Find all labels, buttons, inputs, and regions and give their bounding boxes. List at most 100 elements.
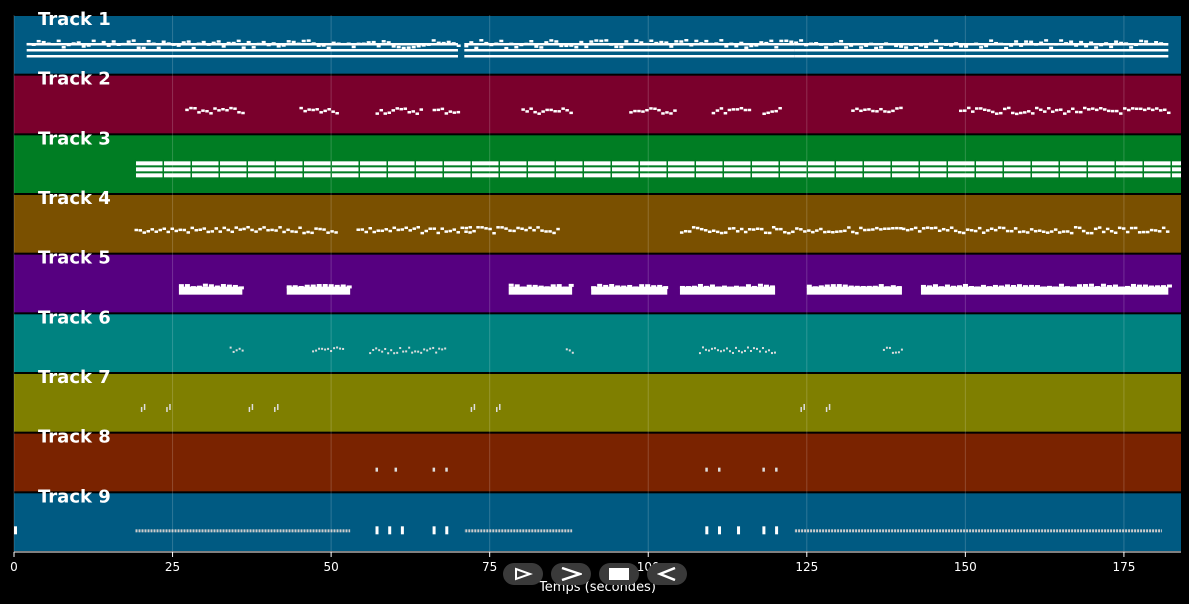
note [879,107,883,111]
note-gap [950,528,952,534]
note-bar [464,43,795,46]
note [854,285,860,289]
rewind-button[interactable] [647,563,687,585]
note [965,228,970,231]
note [565,109,569,112]
note [360,228,364,231]
note-gap [509,528,511,534]
note [1127,108,1131,112]
note [710,347,713,350]
note-gap [875,528,877,534]
note [1007,106,1011,110]
note [799,228,803,231]
note [875,226,879,230]
note [967,106,971,110]
note-gap [1115,528,1117,534]
note [278,226,282,229]
note [991,110,995,114]
note [205,109,209,113]
note [701,346,704,349]
note [673,109,677,112]
note-gap [536,528,538,534]
note-bar [134,173,1182,178]
note [235,349,238,352]
note [807,229,811,232]
note-gap [1154,528,1156,534]
note-gap [1121,528,1123,534]
note [759,41,764,44]
note [1039,108,1043,112]
note-gap [1019,528,1021,534]
note [864,44,869,47]
note [230,230,235,234]
play-button[interactable] [503,563,543,585]
stop-button[interactable] [599,563,639,585]
note [452,111,457,114]
note-gap [956,528,958,534]
note-gap [1040,528,1042,534]
note-gap [860,528,862,534]
note [302,231,306,235]
note-gap [206,528,208,534]
note [679,285,685,289]
note [769,285,775,289]
note-gap [998,528,1000,534]
note [142,231,147,234]
note [419,108,424,111]
note [900,348,903,351]
note [451,42,456,45]
note [743,108,748,112]
note-gap [1064,528,1066,534]
note [997,226,1002,229]
note [242,227,246,231]
note [715,230,720,234]
note [799,39,804,42]
note [687,230,692,233]
note [404,226,408,230]
note-gap [827,528,829,534]
note-bar [794,43,1169,46]
note [740,351,743,354]
note [296,42,301,46]
note-gap [902,528,904,534]
note [441,41,446,45]
note [111,40,116,43]
forward-button[interactable] [551,563,591,585]
note [762,526,766,535]
note [488,227,492,231]
note [549,108,553,112]
note [724,45,729,48]
note [751,285,757,289]
note [237,111,241,114]
note [1049,46,1054,50]
note [709,42,714,46]
note [941,227,946,231]
note [403,107,408,110]
note [1065,230,1070,233]
track-lane [14,314,1181,372]
note [312,350,315,353]
note [599,39,604,43]
note [1031,112,1035,115]
note [1025,231,1030,234]
note-gap [896,528,898,534]
note [1148,285,1154,289]
note-gap [1142,528,1144,534]
note [709,284,715,288]
note [232,284,238,288]
note [369,352,372,355]
note-gap [977,528,979,534]
note [156,46,161,50]
note-gap [212,528,214,534]
note [629,42,634,46]
x-tick-label: 75 [482,560,497,574]
note-gap [968,528,970,534]
note [494,42,499,46]
note [715,109,720,112]
note [1137,231,1142,234]
note [106,44,111,47]
note-gap [1124,528,1126,534]
note [1029,228,1034,231]
note [1047,107,1051,110]
